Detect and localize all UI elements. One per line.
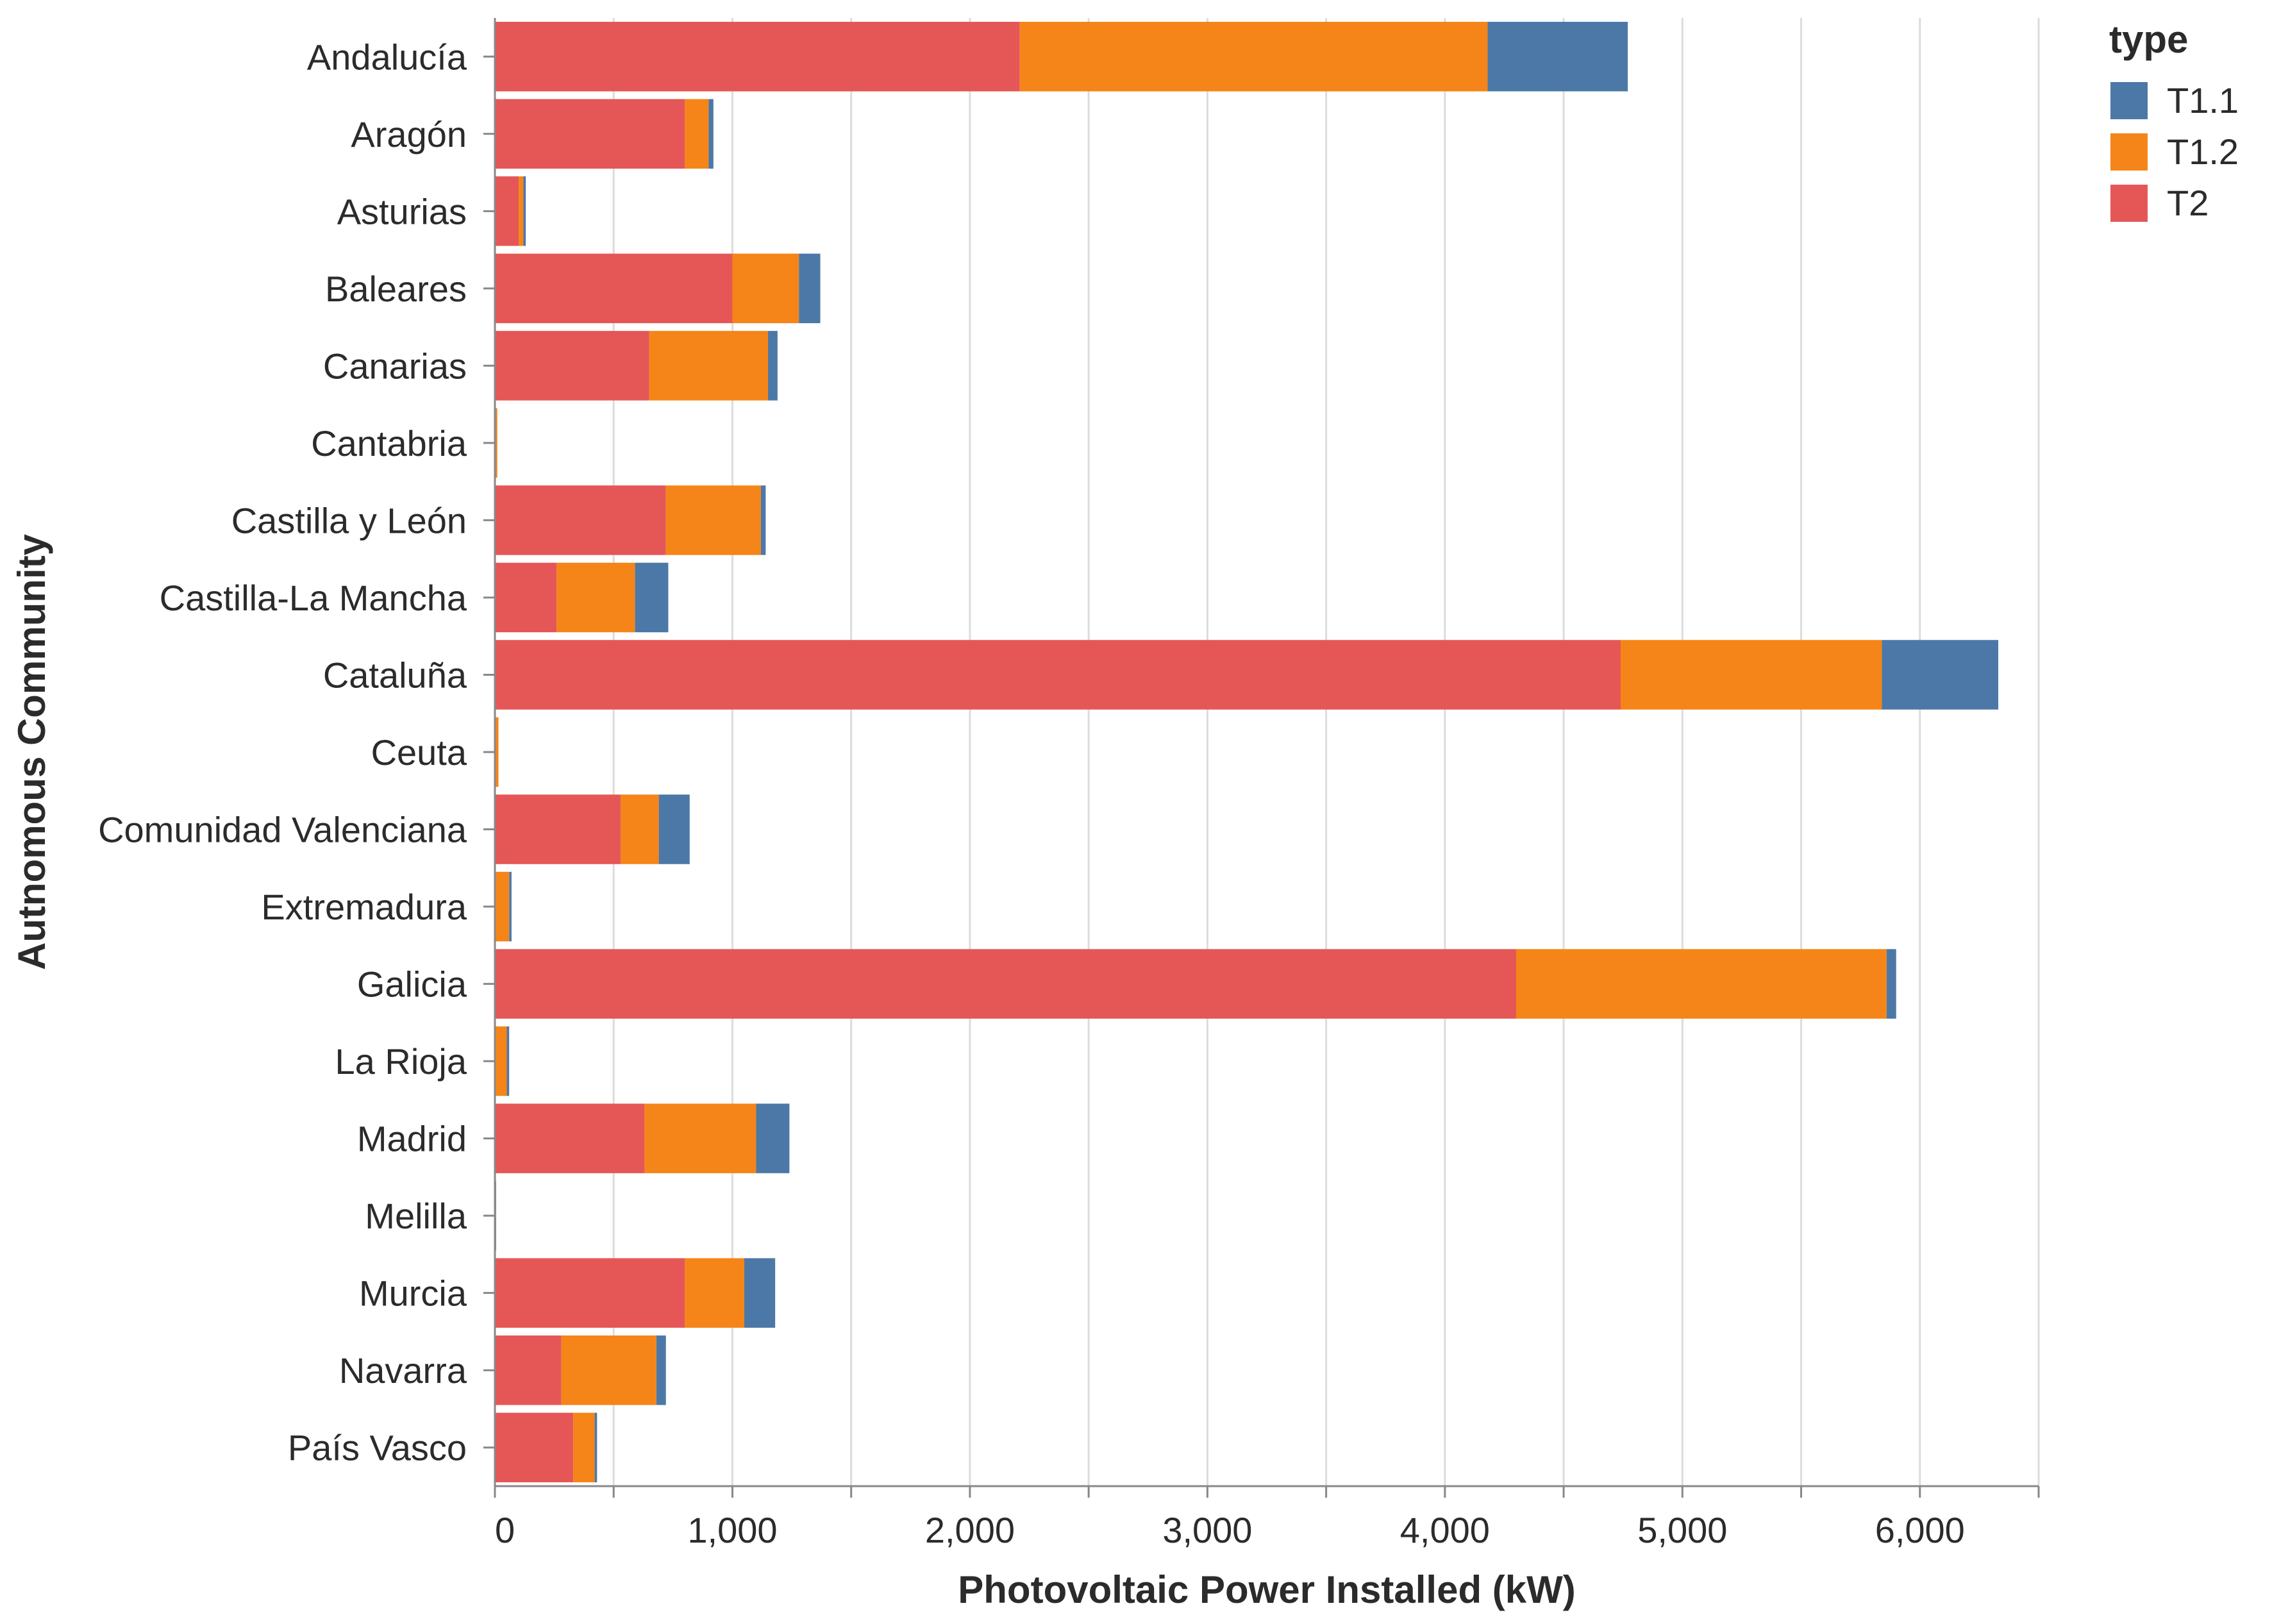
bar-cantabria-t1-2 (495, 408, 497, 478)
bar-castilla-la-mancha-t1-1 (635, 562, 669, 633)
bar-galicia-t2 (495, 949, 1516, 1019)
bar-canarias-t2 (495, 331, 649, 401)
bar-andalucia-t1-2 (1019, 22, 1488, 92)
bar-la-rioja-t1-1 (506, 1026, 510, 1096)
bar-aragon-t1-1 (708, 99, 714, 169)
bar-aragon-t2 (495, 99, 685, 169)
bar-canarias-t1-2 (649, 331, 769, 401)
bar-pais-vasco-t1-2 (573, 1412, 595, 1482)
legend-swatch-t1-1 (2110, 82, 2148, 119)
bar-baleares-t1-1 (799, 253, 821, 324)
legend-swatch-t2 (2110, 185, 2148, 222)
x-tick-label: 0 (495, 1510, 515, 1550)
bar-la-rioja-t1-2 (495, 1026, 507, 1096)
bar-baleares-t1-2 (732, 253, 799, 324)
bar-extremadura-t1-1 (509, 871, 512, 942)
bar-castilla-y-leon-t1-2 (665, 485, 761, 555)
y-tick-label: Asturias (337, 191, 467, 231)
y-tick-label: Castilla y León (231, 500, 467, 540)
y-axis: Andalucía Aragón Asturias Baleares Canarias C… (98, 18, 496, 1486)
bar-murcia-t1-1 (744, 1258, 776, 1328)
bar-madrid-t1-2 (644, 1103, 756, 1173)
bar-extremadura-t1-2 (495, 871, 510, 942)
bar-asturias-t2 (495, 176, 519, 246)
x-tick-label: 6,000 (1875, 1510, 1965, 1550)
bar-pais-vasco-t1-1 (594, 1412, 597, 1482)
bar-cataluna-t1-2 (1620, 640, 1882, 710)
y-tick-label: Extremadura (261, 887, 467, 927)
bar-andalucia-t2 (495, 22, 1020, 92)
y-tick-label: Cataluña (323, 655, 467, 695)
y-tick-label: Comunidad Valenciana (98, 810, 467, 850)
y-tick-label: Baleares (325, 269, 467, 309)
y-tick-label: Aragón (351, 114, 467, 155)
bar-comunidad-valenciana-t2 (495, 794, 621, 864)
bars (495, 22, 1999, 1482)
bar-pais-vasco-t2 (495, 1412, 574, 1482)
y-tick-label: Navarra (339, 1350, 467, 1391)
bar-madrid-t2 (495, 1103, 645, 1173)
bar-andalucia-t1-1 (1487, 22, 1628, 92)
x-tick-label: 5,000 (1637, 1510, 1727, 1550)
y-tick-label: Galicia (357, 964, 467, 1005)
gridlines (612, 18, 2040, 1486)
x-axis-title: Photovoltaic Power Installed (kW) (958, 1568, 1575, 1611)
bar-madrid-t1-1 (756, 1103, 790, 1173)
y-tick-label: Andalucía (307, 37, 467, 77)
legend-title: type (2109, 18, 2188, 61)
bar-baleares-t2 (495, 253, 733, 324)
bar-galicia-t1-1 (1886, 949, 1896, 1019)
bar-comunidad-valenciana-t1-1 (658, 794, 690, 864)
y-tick-label: Cantabria (311, 423, 467, 464)
legend: type T1.1 T1.2 T2 (2109, 18, 2239, 223)
x-tick-label: 2,000 (925, 1510, 1015, 1550)
legend-label-t1-2: T1.2 (2167, 131, 2239, 172)
y-axis-title: Autnomous Community (10, 533, 53, 970)
y-tick-label: Murcia (359, 1273, 467, 1314)
y-tick-label: La Rioja (335, 1041, 467, 1082)
bar-asturias-t1-2 (519, 176, 524, 246)
bar-cataluna-t1-1 (1882, 640, 1999, 710)
x-tick-label: 1,000 (687, 1510, 777, 1550)
bar-murcia-t1-2 (685, 1258, 744, 1328)
bar-comunidad-valenciana-t1-2 (621, 794, 659, 864)
x-tick-label: 4,000 (1400, 1510, 1490, 1550)
x-axis: 0 1,000 2,000 3,000 4,000 5,000 6,000 (494, 1485, 2040, 1550)
x-tick-label: 3,000 (1162, 1510, 1252, 1550)
bar-castilla-y-leon-t1-1 (760, 485, 766, 555)
bar-castilla-y-leon-t2 (495, 485, 666, 555)
bar-galicia-t1-2 (1516, 949, 1887, 1019)
legend-swatch-t1-2 (2110, 133, 2148, 171)
y-tick-label: Canarias (323, 346, 467, 386)
y-tick-label: Castilla-La Mancha (160, 578, 467, 618)
bar-aragon-t1-2 (685, 99, 709, 169)
y-tick-label: Melilla (365, 1196, 467, 1236)
bar-canarias-t1-1 (768, 331, 778, 401)
bar-asturias-t1-1 (523, 176, 526, 246)
bar-castilla-la-mancha-t1-2 (556, 562, 635, 633)
bar-cataluna-t2 (495, 640, 1621, 710)
bar-navarra-t2 (495, 1335, 562, 1405)
bar-murcia-t2 (495, 1258, 685, 1328)
y-tick-label: Ceuta (371, 732, 467, 773)
bar-navarra-t1-1 (656, 1335, 666, 1405)
legend-label-t2: T2 (2167, 183, 2209, 223)
legend-label-t1-1: T1.1 (2167, 80, 2239, 121)
bar-castilla-la-mancha-t2 (495, 562, 557, 633)
y-tick-label: Madrid (357, 1119, 467, 1159)
bar-navarra-t1-2 (561, 1335, 656, 1405)
y-tick-label: País Vasco (288, 1428, 467, 1468)
bar-ceuta-t1-2 (495, 717, 499, 787)
